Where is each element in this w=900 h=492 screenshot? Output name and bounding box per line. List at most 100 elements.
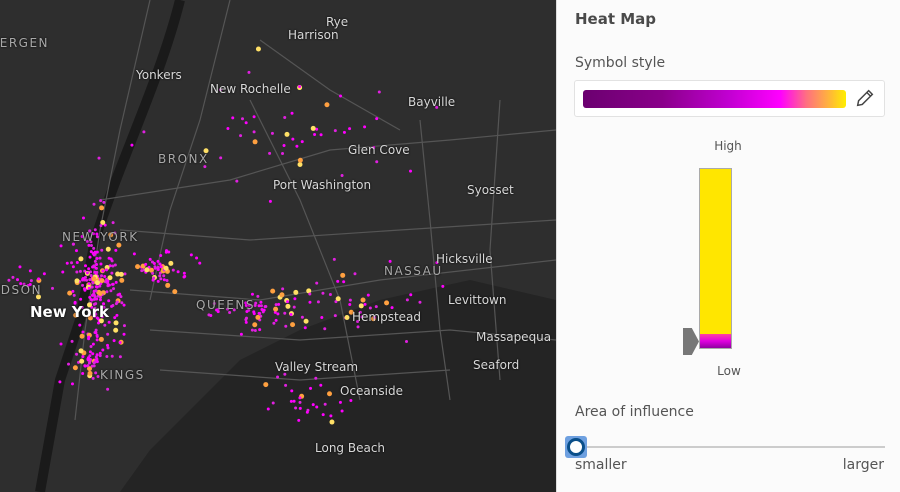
heat-point (272, 321, 276, 325)
heat-point (88, 229, 92, 233)
heat-point (316, 300, 320, 304)
heat-point (284, 131, 290, 137)
heat-point (298, 396, 302, 400)
heat-point (118, 292, 122, 296)
heat-point (98, 256, 102, 260)
heat-point (94, 289, 98, 293)
heat-point (95, 270, 99, 274)
heat-point (435, 105, 439, 109)
heat-point (321, 291, 325, 295)
heat-point (93, 250, 97, 254)
heat-point (115, 271, 121, 277)
heat-point (358, 310, 362, 314)
heat-point (292, 305, 296, 309)
heat-point (92, 202, 96, 206)
heat-point (253, 328, 257, 332)
heat-point (340, 409, 344, 413)
heat-point (332, 257, 336, 261)
heat-point (255, 314, 261, 320)
heat-point (61, 270, 65, 274)
heat-point (320, 315, 324, 319)
heat-point (37, 277, 41, 281)
heat-point (118, 271, 124, 277)
heat-point (42, 272, 46, 276)
heat-point (264, 304, 268, 308)
ratio-slider-handle[interactable] (683, 328, 699, 355)
heat-point (114, 280, 118, 284)
heat-point (91, 376, 95, 380)
heat-point (108, 232, 114, 238)
heat-point (107, 275, 113, 281)
heat-point (268, 151, 272, 155)
heat-point (98, 354, 102, 358)
heat-point (348, 302, 352, 306)
heat-point (106, 279, 110, 283)
heat-point (72, 293, 76, 297)
heat-point (244, 320, 248, 324)
heat-point (198, 261, 202, 265)
heat-point (85, 278, 89, 282)
heat-point (340, 272, 346, 278)
heat-point (150, 260, 154, 264)
heat-point (26, 284, 30, 288)
heat-point (118, 341, 122, 345)
heat-point (93, 228, 97, 232)
heat-point (333, 314, 337, 318)
heat-point (232, 308, 236, 312)
heat-point (89, 270, 93, 274)
heat-point (7, 278, 11, 282)
symbol-style-selector[interactable] (574, 80, 885, 117)
heat-point (92, 292, 96, 296)
slider-thumb[interactable] (565, 436, 587, 458)
heat-point (89, 243, 93, 247)
heat-point (70, 261, 74, 265)
heat-point (303, 318, 309, 324)
heat-point (35, 294, 41, 300)
heat-point (106, 332, 110, 336)
heat-point (111, 303, 115, 307)
heat-point (390, 306, 394, 310)
map-label: Rye (326, 15, 349, 29)
map-label: QUEENS (196, 298, 255, 312)
heat-point (270, 288, 276, 294)
heat-point (195, 256, 199, 260)
heat-point (102, 200, 106, 204)
pencil-icon[interactable] (854, 87, 876, 109)
heat-point (100, 274, 104, 278)
heat-point (328, 293, 332, 297)
heat-point (268, 199, 272, 203)
heat-point (83, 288, 87, 292)
heat-point (94, 312, 98, 316)
heat-point (93, 295, 97, 299)
heat-point (88, 278, 92, 282)
heat-point (95, 250, 99, 254)
heat-point (298, 406, 302, 410)
heat-point (87, 267, 91, 271)
heat-point (92, 264, 96, 268)
heat-point (349, 399, 353, 403)
heat-point (101, 348, 105, 352)
heat-point (239, 134, 243, 138)
color-ramp (583, 90, 846, 108)
heat-point (257, 304, 261, 308)
heat-point (74, 249, 78, 253)
area-of-influence-slider[interactable] (575, 446, 885, 448)
heat-point (284, 324, 288, 328)
heat-point (148, 267, 154, 273)
heat-point (98, 318, 104, 324)
heat-point (311, 403, 315, 407)
map-label: New York (30, 303, 109, 321)
heat-point (405, 339, 409, 343)
heat-point (19, 282, 23, 286)
heat-point (114, 248, 118, 252)
heat-point (377, 90, 381, 94)
heat-point (329, 419, 335, 425)
heat-point (100, 248, 104, 252)
heat-point (59, 244, 63, 248)
heat-point (94, 331, 98, 335)
map-label: Long Beach (315, 441, 386, 455)
heat-point (75, 270, 79, 274)
slider-max-label: larger (842, 457, 884, 473)
heat-point (94, 266, 98, 270)
